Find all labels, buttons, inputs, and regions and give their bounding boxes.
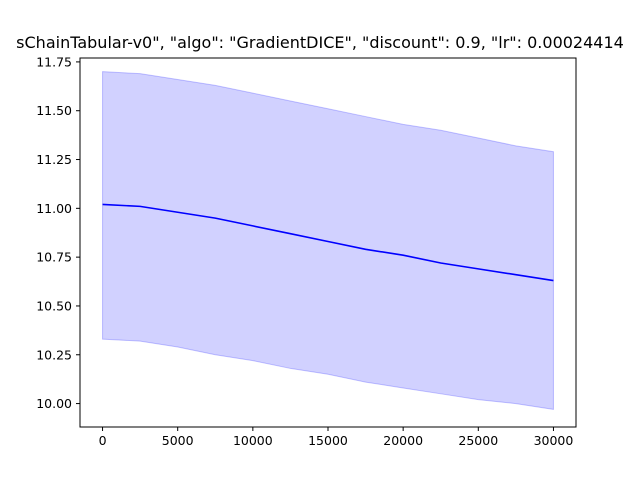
series-line [102, 203, 554, 282]
chart-title: sChainTabular-v0", "algo": "GradientDICE… [16, 33, 624, 52]
y-tick-label: 11.75 [36, 54, 72, 69]
y-tick-label: 11.00 [36, 201, 72, 216]
x-tick-label: 25000 [458, 433, 498, 448]
x-tick-label: 30000 [534, 433, 574, 448]
confidence-band-layer [102, 71, 554, 411]
x-tick-label: 20000 [383, 433, 423, 448]
y-tick-label: 10.75 [36, 250, 72, 265]
y-tick-label: 10.50 [36, 298, 72, 313]
y-tick-label: 11.50 [36, 103, 72, 118]
y-tick-label: 11.25 [36, 152, 72, 167]
x-tick-label: 5000 [162, 433, 194, 448]
y-axis: 10.00 10.25 10.50 10.75 11.00 11.25 11.50 11.75 [36, 54, 80, 411]
y-tick-label: 10.00 [36, 396, 72, 411]
series-line-layer [102, 203, 554, 282]
y-tick-label: 10.25 [36, 347, 72, 362]
x-tick-label: 10000 [233, 433, 273, 448]
x-axis: 0 5000 10000 15000 20000 25000 30000 [99, 427, 574, 448]
x-tick-label: 0 [99, 433, 107, 448]
x-tick-label: 15000 [308, 433, 348, 448]
confidence-band [102, 71, 554, 411]
